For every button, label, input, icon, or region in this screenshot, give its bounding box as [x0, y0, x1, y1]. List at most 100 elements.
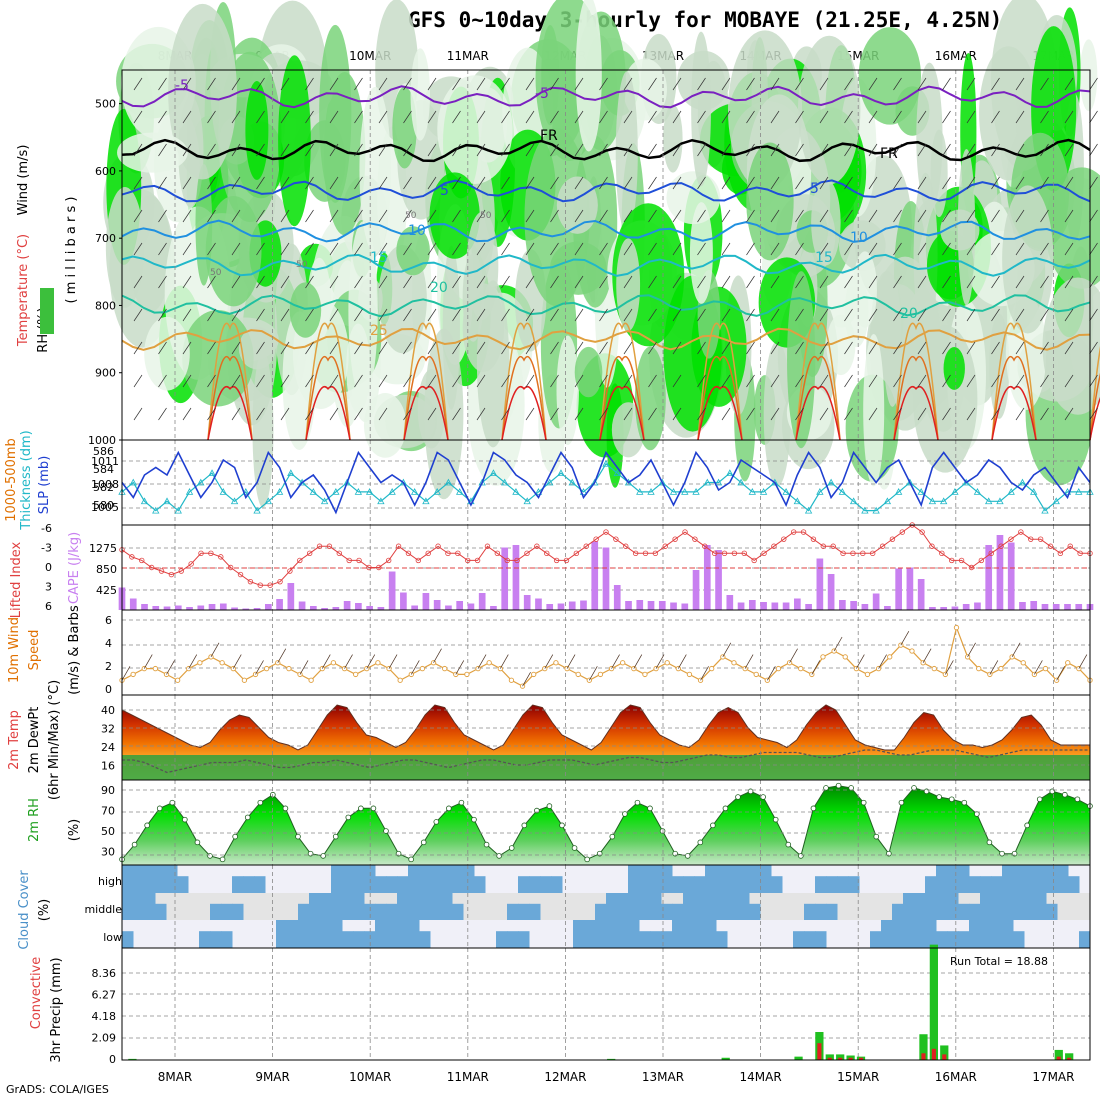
wind-barb	[721, 110, 731, 124]
wind-barb	[133, 407, 143, 421]
slp-tick: 1011	[91, 455, 119, 468]
rh-shade-blob	[689, 202, 713, 304]
cloud-cell	[826, 876, 838, 893]
wind-barb	[182, 374, 192, 388]
cloud-cell	[331, 865, 343, 893]
cloud-cell	[947, 865, 959, 893]
slp-axis-label: SLP (mb)	[37, 456, 52, 515]
rh-point	[232, 833, 238, 840]
li-point	[988, 550, 994, 557]
precip-total-bar	[940, 1045, 949, 1060]
wind-barb	[403, 374, 412, 388]
cloud-cell	[342, 865, 354, 893]
wind-barb	[942, 143, 951, 157]
wind-barb	[525, 176, 535, 190]
wind-barb	[966, 341, 976, 355]
wind-speed-point	[686, 671, 693, 678]
wind-barb	[550, 176, 559, 190]
cloud-cell	[584, 920, 596, 948]
wind-barb	[623, 275, 633, 289]
cloud-cell	[254, 876, 266, 893]
rh2m-axis-label-b: (%)	[67, 819, 82, 842]
date-label-bottom: 9MAR	[255, 1070, 290, 1084]
li-point	[553, 557, 560, 564]
wind-barb	[574, 242, 584, 256]
cloud-cell	[408, 920, 420, 948]
wind-barb	[378, 275, 388, 289]
thickness-tick: 580	[93, 499, 114, 512]
contour-label: 50	[296, 260, 308, 270]
wind-barb	[305, 209, 314, 223]
li-point	[1057, 550, 1064, 557]
thickness-point	[343, 478, 351, 486]
wind-barb	[1040, 341, 1049, 355]
wind-barb-10m	[878, 654, 887, 669]
wind-speed-point	[297, 671, 303, 678]
wind-barb	[844, 209, 853, 223]
wind-barb	[378, 143, 388, 157]
wind-barb	[158, 176, 167, 190]
wind-barb	[574, 209, 584, 223]
wind-barb	[403, 341, 412, 355]
contour-label: 5	[440, 183, 449, 199]
wind-speed-point	[620, 660, 626, 666]
wind-barb	[991, 341, 1000, 355]
cloud-cell	[1024, 893, 1036, 920]
cape-bar	[523, 595, 531, 610]
wind-speed-point	[820, 654, 826, 660]
contour-label: FR	[880, 146, 898, 162]
li-point	[227, 564, 234, 571]
cloud-cell	[364, 865, 376, 893]
wind-barb	[501, 407, 510, 421]
cloud-cell	[364, 931, 376, 948]
li-line	[121, 524, 1090, 586]
wind-barb	[182, 308, 192, 322]
wind-barb-10m	[967, 642, 976, 658]
cloud-cell	[221, 903, 233, 920]
wind-barb	[574, 341, 584, 355]
wind-barb	[623, 143, 633, 157]
thickness-point	[163, 497, 171, 505]
wind-barb	[501, 308, 510, 322]
wind-barb	[746, 242, 755, 256]
wind-barb	[158, 242, 167, 256]
cape-bar	[962, 604, 970, 610]
thickness-tick: 584	[93, 463, 114, 476]
cape-bar	[929, 607, 936, 610]
thickness-point	[456, 488, 464, 495]
wind-barb	[721, 341, 731, 355]
li-point	[484, 543, 491, 549]
wind-barb-10m	[1078, 654, 1088, 669]
cloud-cell	[991, 920, 1003, 948]
wind-barb	[574, 110, 584, 124]
wind-barb	[697, 308, 706, 322]
li-point	[978, 557, 985, 564]
cloud-cell	[947, 931, 959, 948]
cloud-cell	[122, 865, 134, 893]
cloud-cell	[683, 920, 695, 948]
li-point	[603, 529, 609, 535]
wind-barb	[917, 176, 927, 190]
wind-speed-point	[909, 648, 915, 654]
li-point	[257, 582, 263, 588]
wind-barb	[158, 143, 167, 157]
precip-conv-bar	[817, 1043, 822, 1060]
wind-barb-10m	[455, 660, 465, 675]
li-point	[1067, 543, 1073, 549]
rh-point	[194, 839, 201, 846]
wind-barb	[427, 209, 437, 223]
cape-bar	[940, 607, 948, 610]
wind-barb	[672, 209, 682, 223]
wind-barb	[427, 308, 437, 322]
wind-barb	[966, 275, 976, 289]
cloud-cell	[1024, 865, 1036, 893]
rh-point	[710, 822, 716, 829]
wind-barb	[1064, 341, 1074, 355]
wind-barb	[525, 374, 535, 388]
thickness-point	[827, 478, 835, 486]
cloud-cell	[320, 893, 332, 920]
wind-barb-10m	[255, 660, 264, 675]
rh-point	[521, 822, 528, 829]
li-tick: 3	[45, 581, 52, 594]
